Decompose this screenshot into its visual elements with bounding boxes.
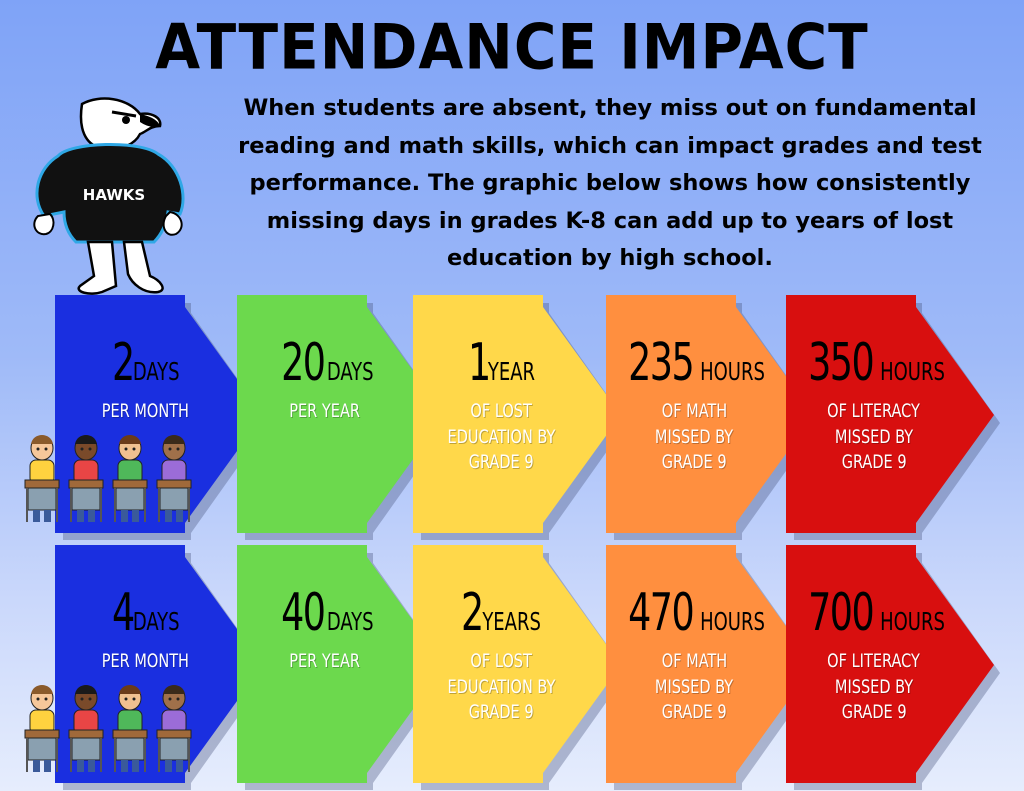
- arrow-shape-green: [237, 295, 451, 540]
- stat-description-line: MISSED BY: [654, 425, 734, 448]
- stat-unit: DAYS: [132, 357, 180, 386]
- stat-unit: DAYS: [326, 357, 374, 386]
- stat-number-line: 20DAYS: [227, 333, 427, 393]
- stat-unit: YEARS: [482, 607, 542, 636]
- stat-description-line: OF LITERACY: [827, 400, 921, 422]
- arrow-shape-yellow: [413, 545, 627, 790]
- stat-description-line: GRADE 9: [841, 451, 907, 474]
- stat-number: 2: [111, 333, 135, 393]
- students-at-desks-icon: [24, 685, 192, 772]
- attendance-row-4-days: 4DAYS PER MONTH 40DAYS PER YEAR 2YEARS OF LOS…: [0, 545, 1024, 790]
- stat-description-line: GRADE 9: [661, 701, 727, 724]
- arrow-red: 350 HOURS OF LITERACY MISSED BY GRADE 9: [786, 295, 1000, 540]
- stat-unit: HOURS: [880, 357, 946, 386]
- arrow-orange: 470 HOURS OF MATH MISSED BY GRADE 9: [606, 545, 820, 790]
- stat-description: PER MONTH: [45, 649, 245, 675]
- stat-description-line: PER YEAR: [289, 400, 361, 422]
- stat-number: 700: [808, 583, 875, 643]
- stat-description: PER MONTH: [45, 399, 245, 425]
- stat-description-line: MISSED BY: [834, 675, 914, 698]
- stat-description: OF LOST EDUCATION BY GRADE 9: [401, 649, 601, 726]
- stat-description-line: GRADE 9: [468, 701, 534, 724]
- stat-description-line: GRADE 9: [841, 701, 907, 724]
- stat-unit: DAYS: [132, 607, 180, 636]
- stat-number-line: 700 HOURS: [776, 583, 976, 643]
- stat-description: OF LITERACY MISSED BY GRADE 9: [774, 649, 974, 726]
- stat-description: OF MATH MISSED BY GRADE 9: [594, 399, 794, 476]
- stat-description: PER YEAR: [225, 399, 425, 425]
- stat-number-line: 2YEARS: [403, 583, 603, 643]
- stat-number-line: 235 HOURS: [596, 333, 796, 393]
- arrow-shape-yellow: [413, 295, 627, 540]
- stat-description-line: OF MATH: [661, 400, 727, 422]
- arrow-green: 20DAYS PER YEAR: [237, 295, 451, 540]
- arrow-shape-red: [786, 295, 1000, 540]
- arrow-yellow: 1YEAR OF LOST EDUCATION BY GRADE 9: [413, 295, 627, 540]
- stat-number: 2: [460, 583, 484, 643]
- stat-number-line: 40DAYS: [227, 583, 427, 643]
- stat-number: 1: [467, 333, 491, 393]
- attendance-row-2-days: 2DAYS PER MONTH 20DAYS PER YEAR 1YEAR OF LOST…: [0, 295, 1024, 540]
- stat-description-line: MISSED BY: [654, 675, 734, 698]
- arrow-shape-orange: [606, 295, 820, 540]
- arrow-green: 40DAYS PER YEAR: [237, 545, 451, 790]
- page-title: ATTENDANCE IMPACT: [155, 10, 869, 84]
- arrow-orange: 235 HOURS OF MATH MISSED BY GRADE 9: [606, 295, 820, 540]
- stat-description: OF LOST EDUCATION BY GRADE 9: [401, 399, 601, 476]
- mascot-shirt-text: HAWKS: [83, 186, 145, 204]
- stat-unit: HOURS: [700, 607, 766, 636]
- stat-description-line: GRADE 9: [468, 451, 534, 474]
- stat-unit: YEAR: [488, 357, 536, 386]
- stat-unit: HOURS: [880, 607, 946, 636]
- stat-description-line: MISSED BY: [834, 425, 914, 448]
- stat-description-line: OF MATH: [661, 650, 727, 672]
- stat-description-line: PER MONTH: [101, 650, 189, 672]
- stat-description-line: PER MONTH: [101, 400, 189, 422]
- stat-description-line: PER YEAR: [289, 650, 361, 672]
- students-at-desks-icon: [24, 435, 192, 522]
- stat-number: 350: [808, 333, 875, 393]
- stat-description-line: OF LOST: [470, 650, 532, 672]
- intro-paragraph: When students are absent, they miss out …: [238, 95, 982, 272]
- arrow-shape-green: [237, 545, 451, 790]
- stat-number: 40: [281, 583, 326, 643]
- arrow-shape-orange: [606, 545, 820, 790]
- arrow-shape-red: [786, 545, 1000, 790]
- stat-description-line: EDUCATION BY: [447, 675, 555, 698]
- stat-description: OF LITERACY MISSED BY GRADE 9: [774, 399, 974, 476]
- stat-number: 235: [628, 333, 695, 393]
- hawk-mascot-icon: HAWKS: [33, 97, 185, 295]
- stat-description-line: OF LITERACY: [827, 650, 921, 672]
- stat-number: 20: [281, 333, 326, 393]
- stat-number: 4: [111, 583, 135, 643]
- stat-description: OF MATH MISSED BY GRADE 9: [594, 649, 794, 726]
- stat-description: PER YEAR: [225, 649, 425, 675]
- stat-number-line: 350 HOURS: [776, 333, 976, 393]
- stat-number-line: 470 HOURS: [596, 583, 796, 643]
- stat-description-line: GRADE 9: [661, 451, 727, 474]
- arrow-yellow: 2YEARS OF LOST EDUCATION BY GRADE 9: [413, 545, 627, 790]
- stat-description-line: EDUCATION BY: [447, 425, 555, 448]
- stat-number-line: 2DAYS: [47, 333, 247, 393]
- arrow-red: 700 HOURS OF LITERACY MISSED BY GRADE 9: [786, 545, 1000, 790]
- stat-unit: HOURS: [700, 357, 766, 386]
- stat-unit: DAYS: [326, 607, 374, 636]
- stat-description-line: OF LOST: [470, 400, 532, 422]
- stat-number: 470: [628, 583, 695, 643]
- stat-number-line: 4DAYS: [47, 583, 247, 643]
- stat-number-line: 1YEAR: [403, 333, 603, 393]
